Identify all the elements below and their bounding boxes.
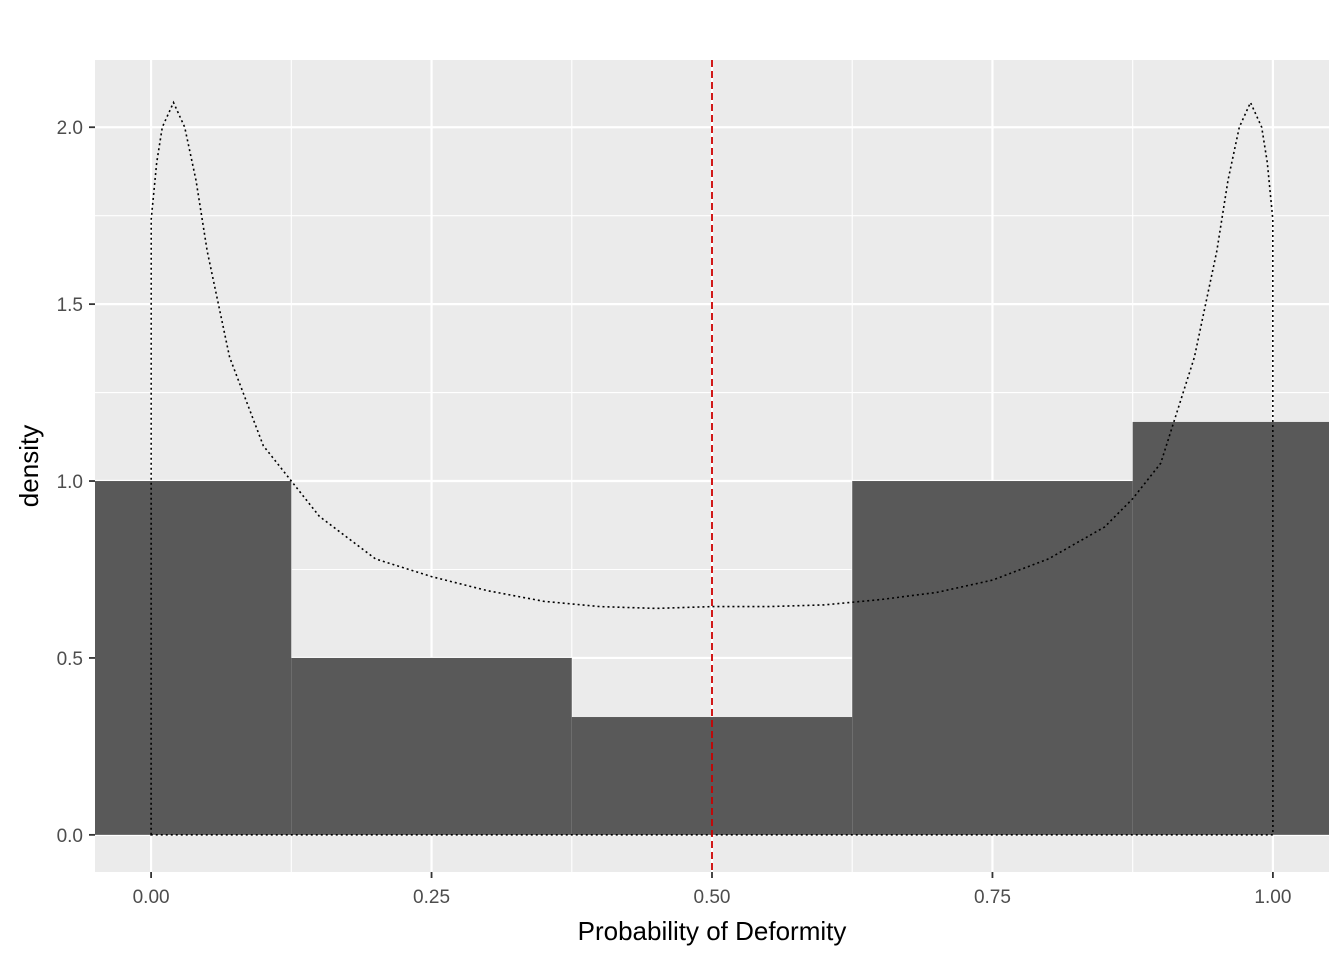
x-tick-label: 0.25: [413, 887, 450, 908]
x-axis-ticks: 0.00 0.25 0.50 0.75 1.00: [133, 872, 1291, 908]
y-tick-label: 0.0: [57, 826, 83, 847]
y-tick-label: 1.5: [57, 295, 83, 316]
x-tick-label: 0.50: [694, 887, 731, 908]
histogram-bar: [291, 657, 572, 835]
histogram-bar: [852, 481, 1133, 835]
histogram-bar: [1132, 421, 1329, 835]
y-tick-label: 2.0: [57, 118, 83, 139]
x-tick-label: 1.00: [1254, 887, 1291, 908]
y-axis-ticks: 0.0 0.5 1.0 1.5 2.0: [57, 118, 95, 847]
y-tick-label: 0.5: [57, 649, 83, 670]
x-axis-title: Probability of Deformity: [578, 916, 847, 946]
histogram-bar: [95, 481, 292, 835]
histogram-bars: [95, 421, 1329, 835]
x-tick-label: 0.75: [974, 887, 1011, 908]
y-tick-label: 1.0: [57, 472, 83, 493]
x-tick-label: 0.00: [133, 887, 170, 908]
y-axis-title: density: [14, 425, 44, 507]
